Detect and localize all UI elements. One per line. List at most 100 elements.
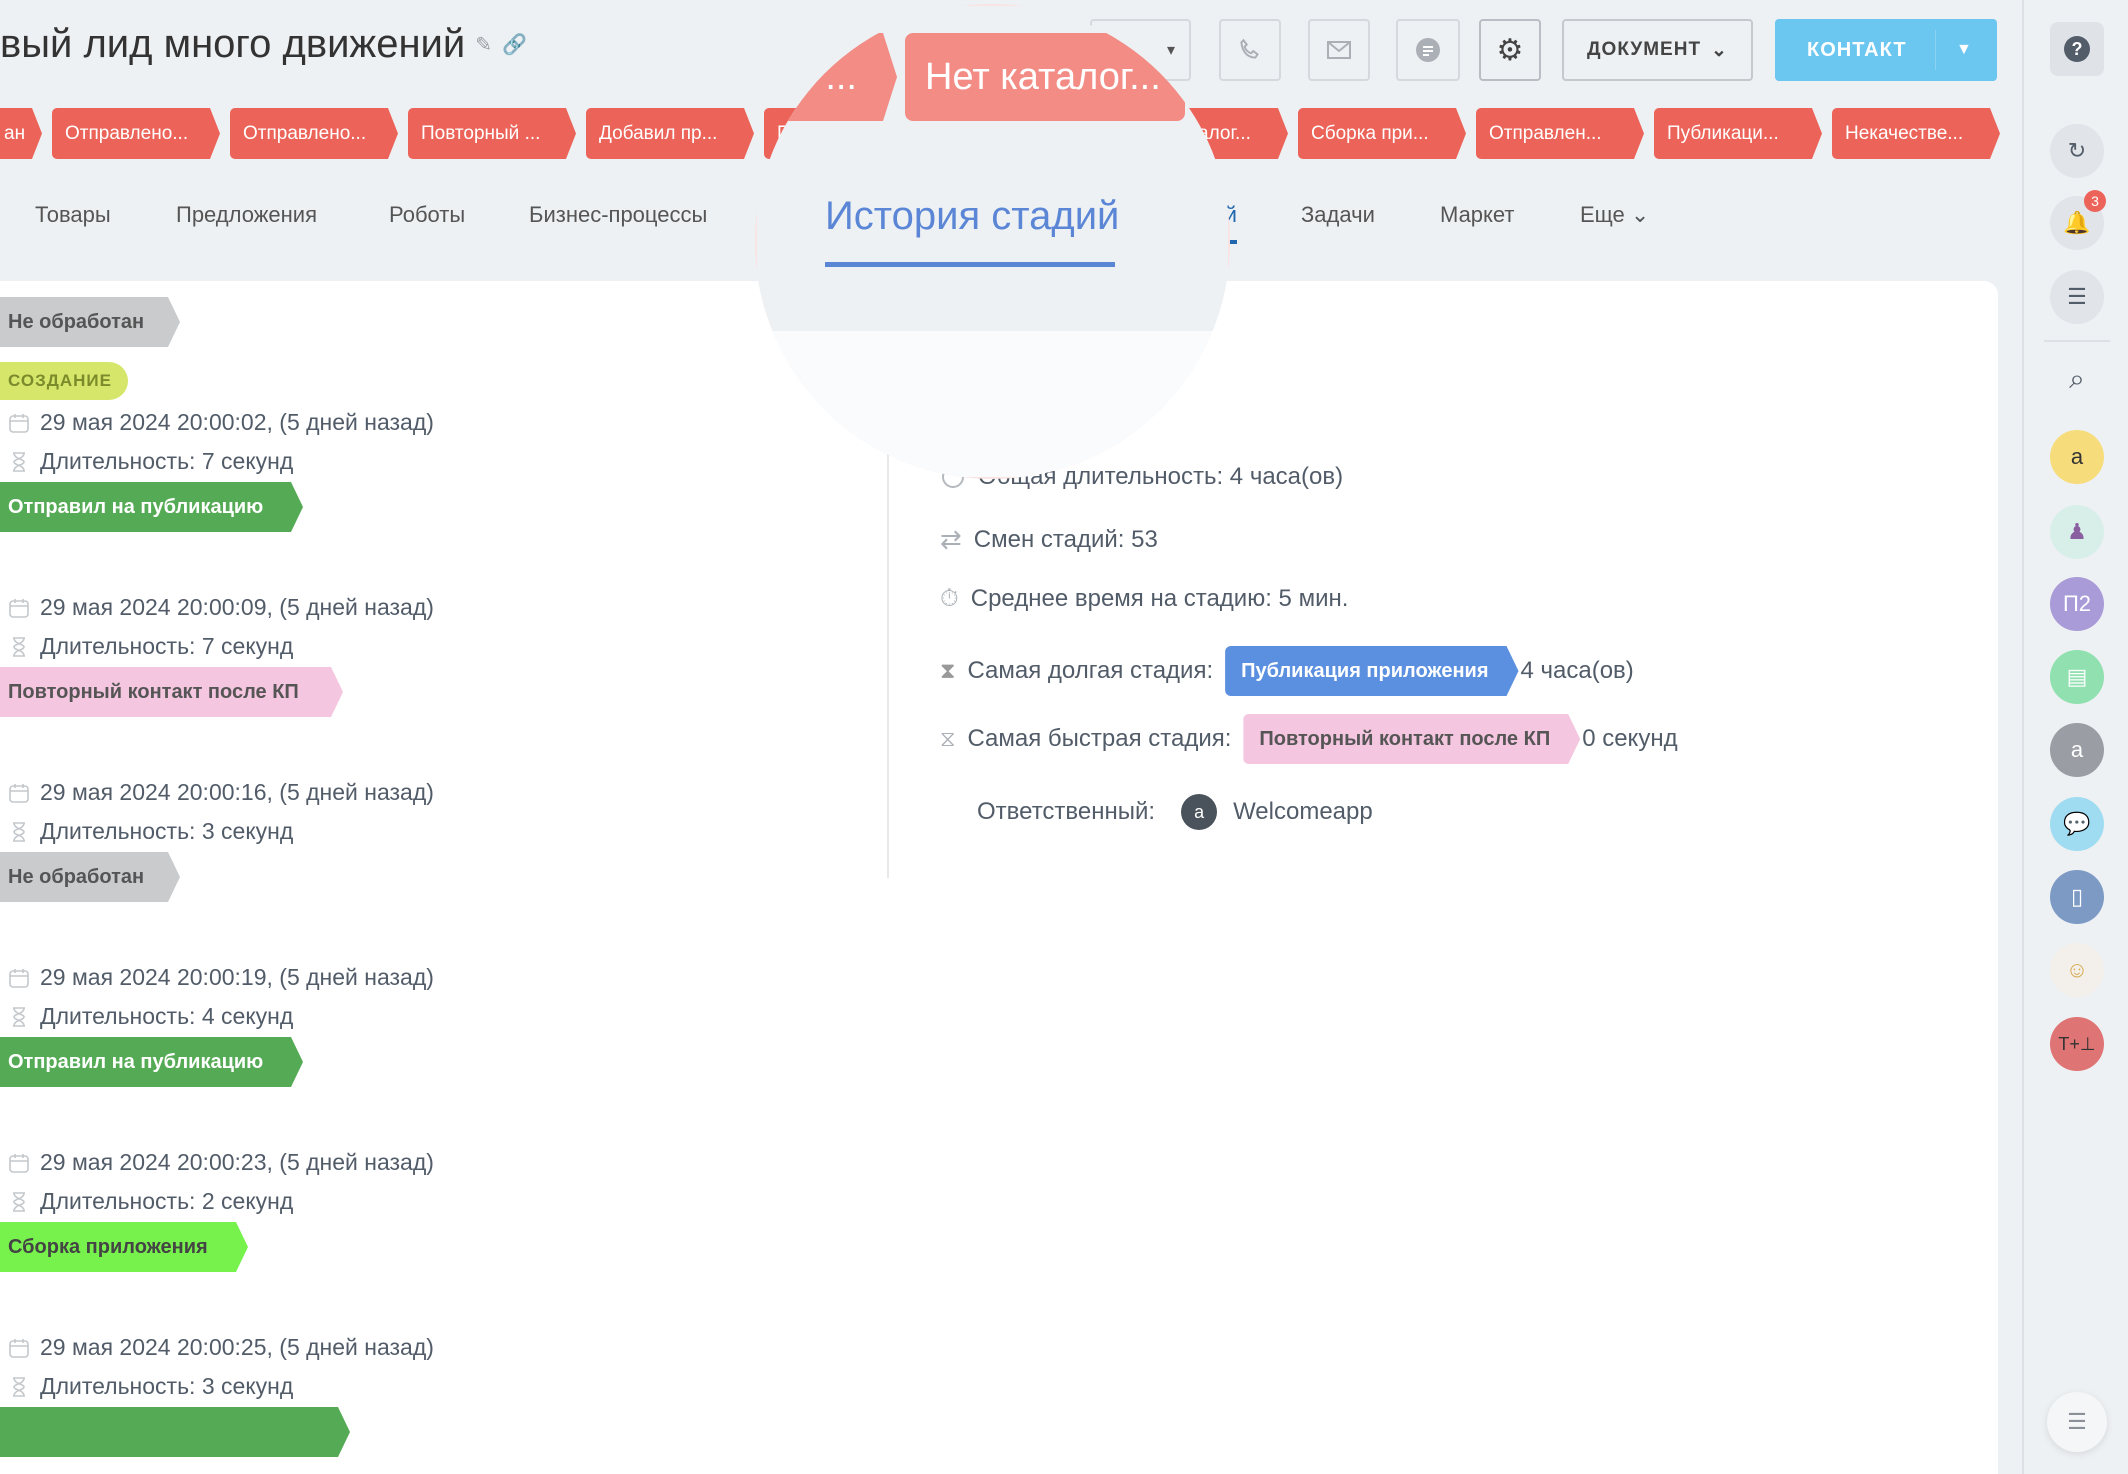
stage-date: 29 мая 2024 20:00:25, (5 дней назад) [8,1334,434,1361]
stage-tag: Отправил на публикацию [0,482,303,532]
stage-date: 29 мая 2024 20:00:16, (5 дней назад) [8,779,434,806]
hourglass-icon [13,1376,25,1397]
magnified-stage-pill: ... [757,33,897,121]
tab-label: Маркет [1440,202,1515,227]
stage-tag [0,1407,350,1457]
document-avatar[interactable]: ▯ [2050,870,2104,924]
email-button[interactable] [1308,19,1370,81]
menu-button[interactable]: ☰ [2047,1392,2107,1452]
calendar-icon [9,968,29,988]
stage-duration: Длительность: 2 секунд [8,1188,293,1215]
stage-duration: Длительность: 3 секунд [8,818,293,845]
calendar-icon [9,1153,29,1173]
calendar-icon [9,783,29,803]
news-avatar[interactable]: ▤ [2050,650,2104,704]
date-text: 29 мая 2024 20:00:19, (5 дней назад) [40,964,434,990]
tab-label: Еще [1580,202,1625,227]
stage-pill[interactable]: Добавил пр... [586,108,754,159]
hourglass-icon [13,821,25,842]
duration-text: Длительность: 3 секунд [40,818,294,844]
stat-changes-text: Смен стадий: 53 [973,525,1158,553]
app-avatar[interactable]: a [2050,430,2104,484]
stage-date: 29 мая 2024 20:00:19, (5 дней назад) [8,964,434,991]
content-card [0,281,1998,1474]
tab-label: Бизнес-процессы [529,202,708,227]
woman-avatar-icon: ☺ [2065,957,2089,982]
stage-pill[interactable]: Повторный ... [408,108,576,159]
divider [887,340,889,878]
tab-1[interactable]: Предложения [176,202,317,228]
tt-avatar[interactable]: T+⊥ [2050,1017,2104,1071]
stage-duration: Длительность: 7 секунд [8,633,293,660]
document-button[interactable]: ДОКУМЕНТ ⌄ [1562,19,1753,81]
help-button[interactable]: ? [2050,22,2104,76]
document-label: ДОКУМЕНТ [1587,39,1702,60]
stage-tag: Сборка приложения [0,1222,248,1272]
chat-avatar[interactable]: 💬 [2050,797,2104,851]
magnifier-overlay: ... Нет каталог... История стадий [755,4,1230,479]
duration-text: Длительность: 4 секунд [40,1003,294,1029]
magnified-tab-underline [825,262,1115,267]
chat-icon: ☰ [2067,284,2087,309]
chat-icon [1416,38,1440,62]
fastest-stage-badge: Повторный контакт после КП [1243,714,1580,764]
contact-button[interactable]: КОНТАКТ ▼ [1775,19,1997,81]
tab-6[interactable]: Маркет [1440,202,1515,228]
duration-text: Длительность: 2 секунд [40,1188,294,1214]
date-text: 29 мая 2024 20:00:16, (5 дней назад) [40,779,434,805]
longest-stage-badge: Публикация приложения [1225,646,1518,696]
tab-label: Предложения [176,202,318,227]
question-icon: ? [2064,36,2090,62]
user-avatar[interactable]: ♟ [2050,505,2104,559]
tab-label: Задачи [1301,202,1375,227]
edit-icon[interactable]: ✎ [475,34,492,56]
tab-2[interactable]: Роботы [389,202,465,228]
magnified-active-tab: История стадий [825,194,1120,238]
stage-tag: Не обработан [0,852,180,902]
stage-duration: Длительность: 7 секунд [8,448,293,475]
responsible-avatar[interactable]: a [1181,794,1218,830]
settings-button[interactable]: ⚙ [1479,19,1541,81]
stage-pill[interactable]: Отправлено... [52,108,220,159]
caret-down-icon[interactable]: ▼ [1956,41,1973,58]
user-photo-icon: ♟ [2067,519,2087,544]
bell-icon: 🔔 [2063,210,2091,235]
phone-icon [1240,38,1259,59]
stage-pill[interactable]: ан [0,108,42,159]
tab-7[interactable]: Еще ⌄ [1580,202,1649,228]
stage-pill[interactable]: Сборка при... [1298,108,1466,159]
activity-button[interactable]: ↻ [2050,124,2104,178]
stat-fastest: ⧖ Самая быстрая стадия: Повторный контакт … [940,714,1678,764]
hourglass-icon [13,451,25,472]
right-sidebar: ? ↻ 🔔 3 ☰ ⌕ a ♟ П2 ▤ a 💬 ▯ ☺ T+⊥ ☰ [2022,0,2128,1474]
document-icon: ▯ [2070,884,2084,909]
assistant-avatar[interactable]: ☺ [2050,943,2104,997]
app-gray-avatar[interactable]: a [2050,723,2104,777]
stage-pill[interactable]: Отправлено... [230,108,398,159]
date-text: 29 мая 2024 20:00:09, (5 дней назад) [40,594,434,620]
responsible-name[interactable]: Welcomeapp [1233,798,1373,825]
hourglass-icon [13,1006,25,1027]
stage-pill[interactable]: Отправлен... [1476,108,1644,159]
hourglass-filled-icon: ⧗ [940,658,956,683]
group-avatar-p2[interactable]: П2 [2050,577,2104,631]
date-text: 29 мая 2024 20:00:25, (5 дней назад) [40,1334,434,1360]
duration-text: Длительность: 3 секунд [40,1373,294,1399]
notifications-button[interactable]: 🔔 3 [2050,190,2106,250]
chat-button[interactable] [1396,19,1460,81]
search-button[interactable]: ⌕ [2050,352,2104,406]
stage-pill[interactable]: Некачестве... [1832,108,2000,159]
chats-button[interactable]: ☰ [2050,270,2104,324]
link-icon[interactable]: 🔗 [501,34,527,56]
mail-icon [1327,41,1351,59]
stage-pill[interactable]: Публикаци... [1654,108,1822,159]
duration-text: Длительность: 7 секунд [40,448,294,474]
tab-0[interactable]: Товары [35,202,111,228]
tab-5[interactable]: Задачи [1301,202,1375,228]
page-title: вый лид много движений ✎ 🔗 [0,22,527,67]
stage-tag: Не обработан [0,297,180,347]
divider [2044,340,2110,342]
tab-3[interactable]: Бизнес-процессы [529,202,707,228]
hourglass-icon: ⧖ [940,726,956,751]
call-button[interactable] [1219,19,1281,81]
